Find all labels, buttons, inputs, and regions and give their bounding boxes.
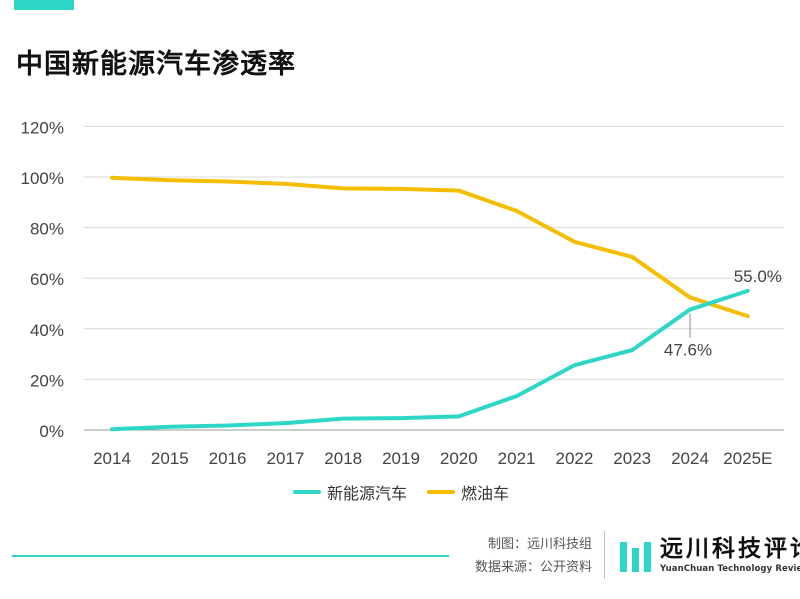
- series-line-nev: [110, 288, 750, 432]
- footer-accent-line: [12, 555, 449, 557]
- x-tick-label: 2016: [209, 449, 247, 468]
- brand-name-cn: 远川科技评论: [660, 536, 800, 562]
- line-chart: 0% 20% 40% 60% 80% 100% 120% 2014 2015 2016 2017 20…: [21, 118, 784, 468]
- x-tick-label: 2021: [498, 449, 536, 468]
- y-tick-label: 120%: [21, 118, 64, 137]
- series-line-fuel: [110, 175, 750, 319]
- x-tick-label: 2014: [93, 449, 131, 468]
- legend-label-fuel: 燃油车: [461, 484, 510, 503]
- x-tick-label: 2025E: [723, 449, 772, 468]
- x-tick-label: 2022: [555, 449, 593, 468]
- y-tick-label: 100%: [21, 169, 64, 188]
- x-tick-label: 2019: [382, 449, 420, 468]
- y-tick-label: 0%: [39, 422, 64, 441]
- legend-item-nev: 新能源汽车: [293, 480, 407, 504]
- data-label: 47.6%: [664, 341, 712, 360]
- brand-logo-icon: [620, 542, 651, 572]
- x-tick-label: 2020: [440, 449, 478, 468]
- x-tick-label: 2023: [613, 449, 651, 468]
- footer-separator: [604, 531, 605, 579]
- x-tick-label: 2018: [324, 449, 362, 468]
- y-tick-label: 20%: [30, 371, 64, 390]
- y-tick-label: 80%: [30, 220, 64, 239]
- legend-label-nev: 新能源汽车: [327, 484, 408, 503]
- brand-logo: 远川科技评论 YuanChuan Technology Review: [660, 536, 800, 575]
- brand-name-en: YuanChuan Technology Review: [660, 564, 800, 574]
- chart-title: 中国新能源汽车渗透率: [16, 49, 296, 80]
- legend-swatch-fuel: [427, 490, 456, 494]
- y-tick-label: 40%: [30, 321, 64, 340]
- chart-legend: 新能源汽车 燃油车: [293, 480, 509, 504]
- legend-item-fuel: 燃油车: [427, 480, 509, 504]
- data-label: 55.0%: [734, 267, 782, 286]
- credits: 制图：远川科技组 数据来源：公开资料: [440, 533, 592, 579]
- credit-author: 制图：远川科技组: [487, 537, 592, 552]
- x-tick-label: 2017: [266, 449, 304, 468]
- credit-source: 数据来源：公开资料: [474, 560, 592, 575]
- x-tick-label: 2024: [671, 449, 709, 468]
- y-tick-label: 60%: [30, 270, 64, 289]
- x-tick-label: 2015: [151, 449, 189, 468]
- top-accent-bar: [14, 0, 74, 10]
- legend-swatch-nev: [293, 490, 321, 494]
